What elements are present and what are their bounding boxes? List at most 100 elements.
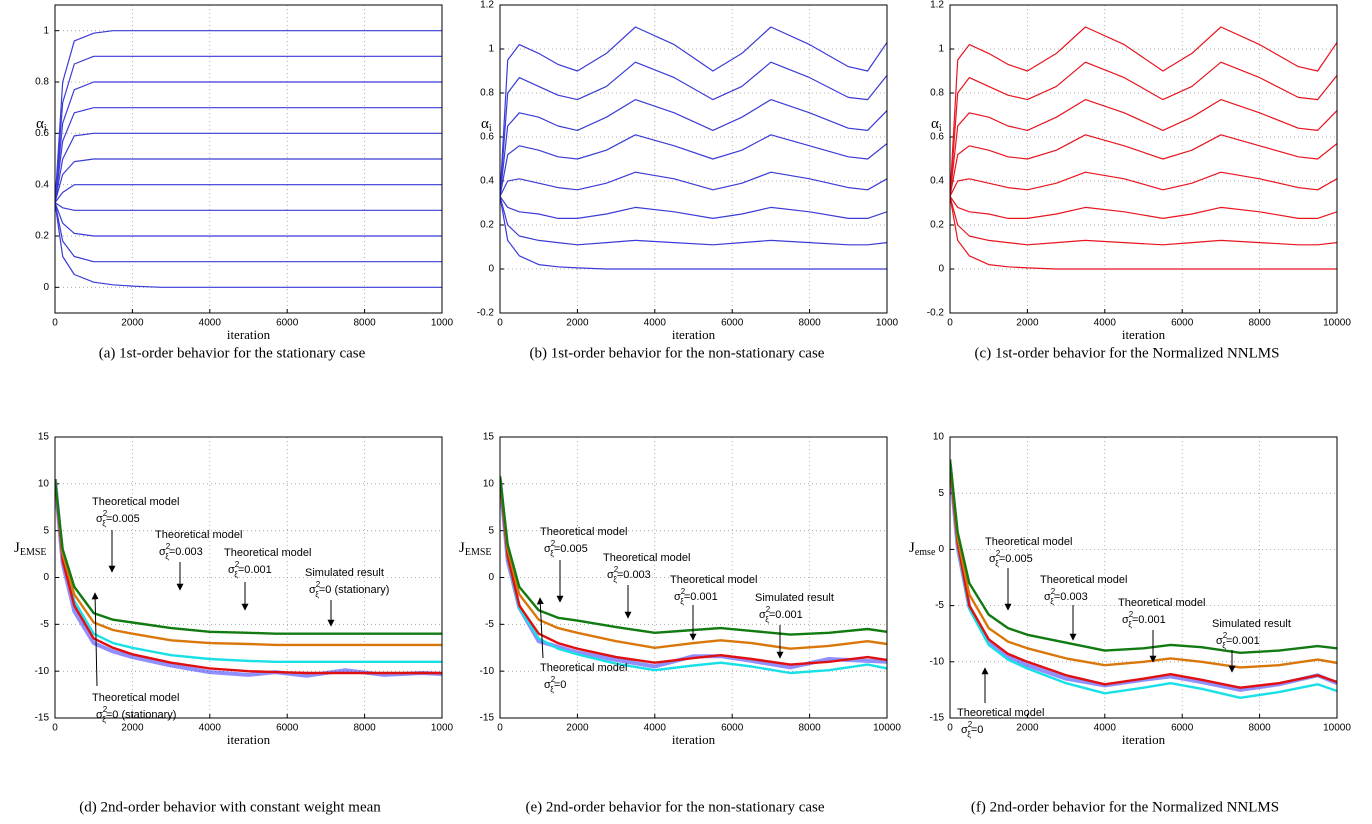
annotation-text: Theoretical model [92, 496, 179, 508]
x-tick-label: 8000 [798, 723, 821, 734]
annotation-value: =0 (stationary) [319, 584, 390, 596]
y-axis-label: αi [36, 116, 47, 134]
sigma-base: σ [607, 569, 614, 581]
panel-d: 0 2000 4000 6000 8000 1000 -15 -10 -5 0 5 10 15 itera… [14, 432, 454, 816]
annotation-text: Theoretical model [1118, 597, 1205, 609]
series-line [55, 479, 442, 647]
sigma-base: σ [1122, 614, 1129, 626]
y-tick-label: 0 [938, 544, 944, 555]
sigma-base: σ [96, 709, 103, 721]
y-axis-label: JEMSE [14, 540, 47, 558]
y-tick-label: -5 [935, 600, 944, 611]
x-tick-label: 10000 [873, 723, 901, 734]
sigma-sup: 2 [681, 587, 686, 596]
annotation-arrow [91, 592, 99, 687]
series-line [500, 476, 887, 636]
x-tick-label: 0 [497, 723, 503, 734]
series-line [950, 459, 1337, 654]
sigma-base: σ [309, 584, 316, 596]
sigma-sup: 2 [766, 605, 771, 614]
y-tick-label: 0.2 [480, 220, 494, 231]
y-axis-label: JEMSE [459, 540, 492, 558]
caption: (d) 2nd-order behavior with constant wei… [79, 799, 381, 815]
series-line [500, 171, 887, 197]
series-line [55, 202, 442, 237]
annotation-text: Theoretical model [957, 707, 1044, 719]
sigma-sup: 2 [1223, 631, 1228, 640]
plot-frame [949, 4, 1338, 314]
sigma-base: σ [961, 724, 968, 736]
annotation-sigma: σ2 ξ=0 (stationary) [309, 580, 389, 599]
series-line [55, 158, 442, 203]
plot-background [500, 5, 887, 313]
series-line [55, 132, 442, 203]
y-tick-label: 10 [38, 478, 50, 489]
y-tick-label: -10 [480, 666, 495, 677]
series-line [55, 479, 442, 675]
y-tick-label: 0.8 [930, 88, 944, 99]
series-line [55, 202, 442, 288]
x-tick-label: 4000 [199, 318, 222, 329]
y-tick-label: 0 [938, 264, 944, 275]
sigma-base: σ [1216, 635, 1223, 647]
sigma-sup: 2 [103, 705, 108, 714]
panel-b: 0 2000 4000 6000 8000 1000-0.200.20.40.60.811… [477, 0, 899, 361]
series-line [500, 479, 887, 666]
series-line [500, 61, 887, 197]
y-tick-label: 1.2 [480, 0, 494, 11]
series-line [500, 99, 887, 197]
series-line [950, 134, 1337, 197]
sigma-sup: 2 [316, 580, 321, 589]
x-tick-label: 8000 [798, 318, 821, 329]
annotation-sigma: σ2 ξ=0.001 [1122, 610, 1166, 629]
series-line [55, 81, 442, 203]
sigma-base: σ [759, 609, 766, 621]
y-tick-label: 0.4 [480, 176, 494, 187]
x-tick-label: 0 [947, 318, 953, 329]
sigma-base: σ [228, 564, 235, 576]
series-line [500, 26, 887, 197]
y-tick-label: -10 [930, 656, 945, 667]
annotation-value: =0 [971, 724, 984, 736]
sigma-base: σ [674, 591, 681, 603]
annotation-sigma: σ2 ξ=0 (stationary) [96, 705, 176, 724]
series-line [500, 196, 887, 270]
series-line [55, 479, 442, 663]
series-line [950, 171, 1337, 197]
annotation-sigma: σ2 ξ=0 [961, 720, 983, 739]
panel-a: 0 2000 4000 6000 8000 100000.20.40.60.81itera… [35, 4, 454, 361]
x-tick-label: 1000 [876, 318, 899, 329]
y-tick-label: 0.2 [35, 231, 49, 242]
series-line [55, 202, 442, 211]
annotation-value: =0 [554, 679, 567, 691]
series-line [950, 464, 1337, 689]
series-line [950, 99, 1337, 197]
y-tick-label: 15 [483, 432, 495, 443]
sigma-sub: ξ [1222, 641, 1226, 650]
annotation-value: =0.005 [999, 553, 1033, 565]
y-tick-label: 5 [488, 525, 494, 536]
y-axis-label: αi [931, 116, 942, 134]
y-tick-label: 5 [938, 488, 944, 499]
sigma-sub: ξ [315, 590, 319, 599]
x-tick-label: 8000 [353, 723, 376, 734]
y-tick-label: 1 [488, 44, 494, 55]
series-line [950, 459, 1337, 669]
x-tick-label: 2000 [1016, 318, 1039, 329]
x-tick-label: 8000 [353, 318, 376, 329]
y-axis-label-sub: i [44, 123, 47, 134]
sigma-base: σ [1044, 591, 1051, 603]
annotation-arrow [536, 597, 544, 659]
sigma-sub: ξ [1050, 597, 1054, 606]
x-axis-label: iteration [1122, 732, 1166, 747]
sigma-sub: ξ [1128, 620, 1132, 629]
y-tick-label: -15 [480, 713, 495, 724]
sigma-sup: 2 [1129, 610, 1134, 619]
sigma-sup: 2 [103, 509, 108, 518]
plot-background [950, 437, 1337, 718]
sigma-sub: ξ [165, 552, 169, 561]
annotation-text: Theoretical model [155, 529, 242, 541]
y-tick-label: 10 [483, 478, 495, 489]
sigma-sub: ξ [102, 519, 106, 528]
x-tick-label: 4000 [644, 318, 667, 329]
